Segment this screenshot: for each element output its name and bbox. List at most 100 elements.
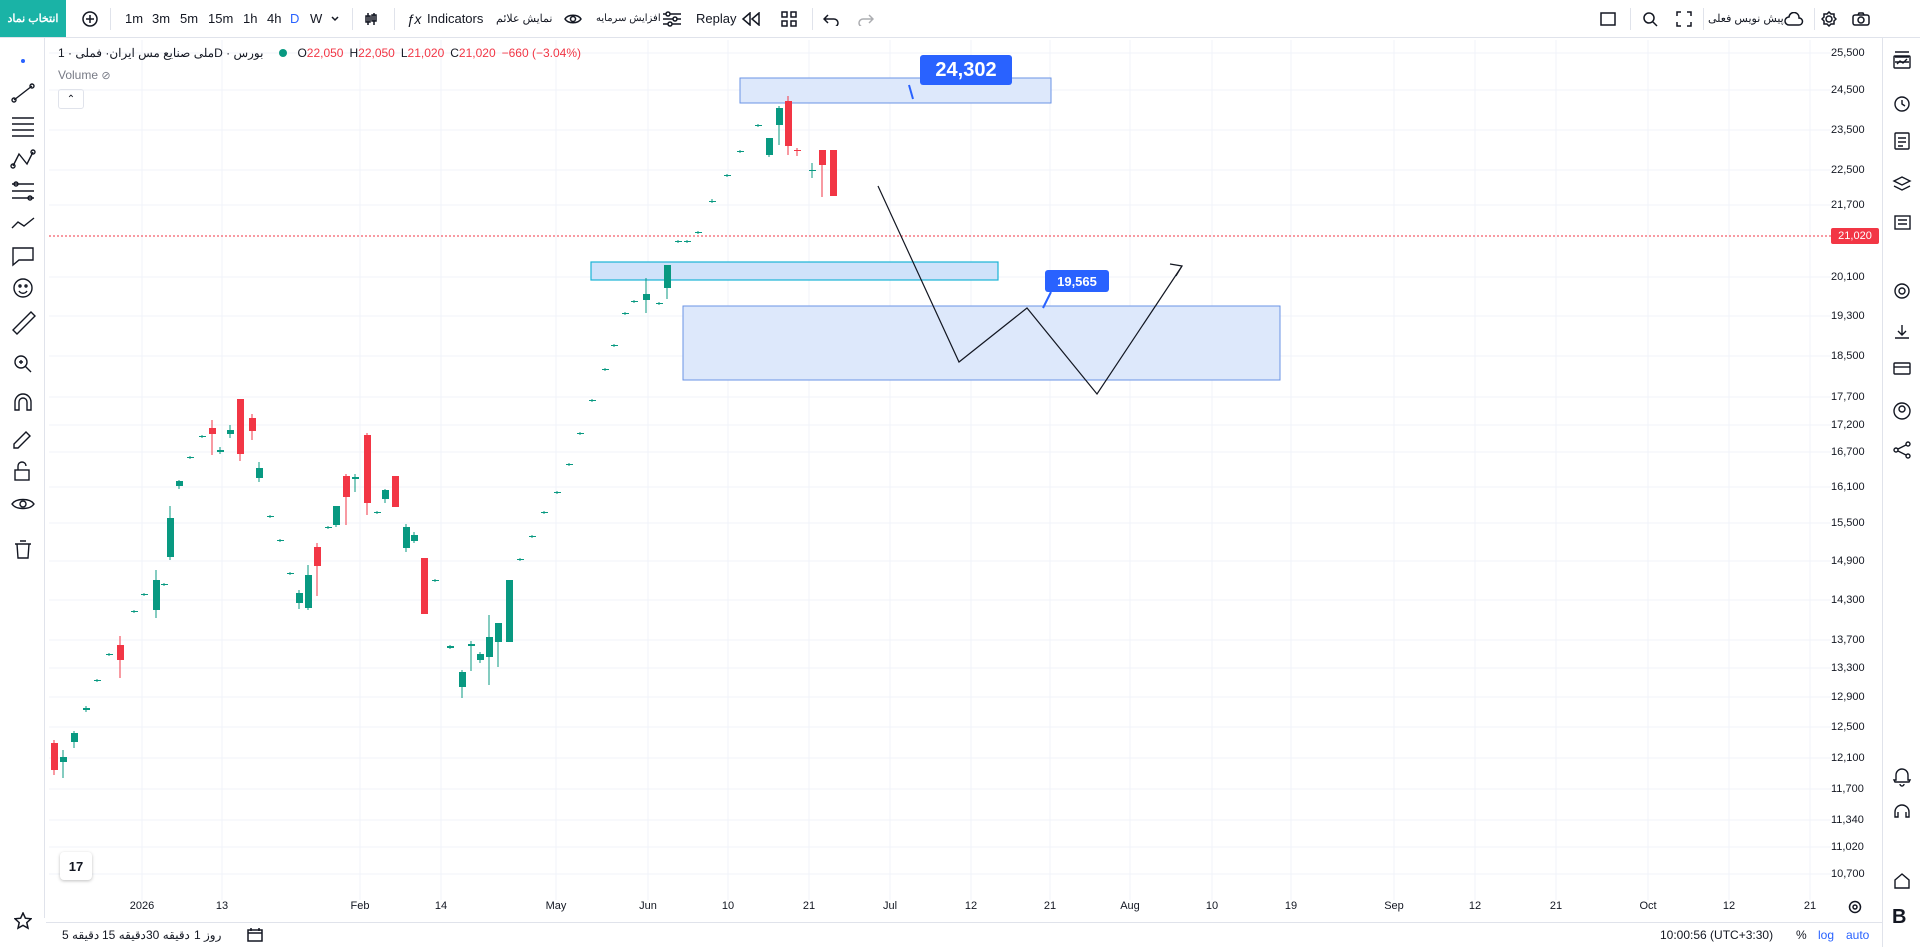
candle-body — [459, 672, 466, 687]
layers-icon[interactable] — [1892, 176, 1912, 191]
rectangle-icon[interactable] — [1598, 9, 1618, 29]
candle-body — [554, 492, 561, 493]
symbol-select-button[interactable]: انتخاب نماد — [0, 0, 66, 37]
redo-icon[interactable] — [855, 9, 877, 29]
calendar-goto-icon[interactable] — [244, 925, 266, 945]
volume-indicator[interactable]: Volume ⊘ — [58, 68, 111, 82]
fullscreen-icon[interactable] — [1674, 9, 1694, 29]
symbol-title[interactable]: ملی صنایع مس ایران· فملی · 1D · بورس — [58, 46, 264, 60]
camera-icon[interactable] — [1850, 9, 1872, 29]
candle-body — [199, 436, 206, 437]
share-icon[interactable] — [1893, 441, 1911, 459]
candle-body — [364, 435, 371, 503]
trash-icon[interactable] — [15, 540, 31, 559]
candle-body — [468, 644, 475, 646]
news-icon[interactable] — [1894, 215, 1911, 230]
capital-increase-button[interactable]: افزایش سرمایه — [596, 13, 661, 24]
candle-body — [325, 527, 332, 528]
auto-toggle[interactable]: auto — [1846, 928, 1870, 942]
notes-icon[interactable] — [1894, 132, 1910, 150]
zoom-in-icon[interactable] — [14, 355, 32, 373]
hamburger-menu-icon[interactable] — [1893, 37, 1911, 63]
gear-icon[interactable] — [1818, 9, 1840, 29]
timeframe-w[interactable]: W — [310, 11, 323, 26]
search-zoom-icon[interactable] — [1640, 9, 1660, 29]
time-tick: 12 — [964, 900, 978, 912]
price-tick: 12,900 — [1831, 691, 1865, 703]
alarm-clock-icon[interactable] — [1894, 96, 1910, 112]
hidden-eye-icon[interactable]: ⊘ — [101, 70, 111, 82]
price-chart[interactable] — [49, 40, 1882, 921]
sliders-icon[interactable] — [660, 7, 684, 31]
show-signals-button[interactable]: نمایش علائم — [496, 13, 553, 25]
indicators-button[interactable]: Indicators — [427, 11, 484, 26]
settings-gear-icon[interactable] — [1894, 283, 1910, 299]
candles-icon[interactable] — [360, 9, 382, 29]
axis-settings-icon[interactable] — [1846, 898, 1864, 916]
timeframe-5m[interactable]: 5m — [180, 11, 199, 26]
candle-body — [506, 580, 513, 642]
brush-icon[interactable] — [12, 247, 34, 267]
emoji-icon[interactable] — [13, 278, 33, 298]
candle-body — [622, 313, 629, 314]
replay-button[interactable]: Replay — [696, 11, 737, 26]
forecast-icon[interactable] — [11, 217, 35, 229]
eye-icon[interactable] — [562, 9, 584, 29]
collapse-legend-button[interactable]: ⌃ — [58, 89, 84, 109]
clock-time[interactable]: 10:00:56 (UTC+3:30) — [1660, 928, 1774, 942]
candle-body — [343, 476, 350, 497]
card-icon[interactable] — [1893, 362, 1911, 375]
bell-icon[interactable] — [1892, 768, 1912, 787]
home-icon[interactable] — [1894, 873, 1910, 889]
candle-body — [411, 535, 418, 541]
range-1d[interactable]: 1 روز — [194, 928, 222, 942]
range-30m[interactable]: 30 دقیقه — [146, 928, 190, 942]
lock-icon[interactable] — [14, 461, 30, 481]
callout-pointer-low — [1042, 291, 1052, 309]
cursor-dot-icon[interactable] — [21, 59, 25, 63]
candle-body — [227, 430, 234, 434]
timeframe-3m[interactable]: 3m — [152, 11, 171, 26]
current-draft-button[interactable]: پیش نویس فعلی — [1708, 13, 1784, 25]
brand-letter[interactable]: B — [1892, 906, 1907, 928]
range-15m[interactable]: 15 دقیقه — [102, 928, 146, 942]
low-label: L — [400, 46, 408, 60]
cloud-icon[interactable] — [1782, 9, 1806, 29]
time-tick: 21 — [1043, 900, 1057, 912]
star-favorites-icon[interactable] — [12, 910, 34, 932]
eye-visibility-icon[interactable] — [11, 498, 35, 510]
trend-line-icon[interactable] — [11, 83, 35, 103]
undo-icon[interactable] — [820, 9, 842, 29]
ruler-icon[interactable] — [12, 311, 36, 335]
log-toggle[interactable]: log — [1818, 928, 1835, 942]
target-low-callout[interactable]: 19,565 — [1045, 270, 1109, 292]
horizontal-lines-icon[interactable] — [12, 117, 34, 137]
rewind-icon[interactable] — [740, 9, 762, 29]
layout-grid-icon[interactable] — [778, 9, 800, 29]
candle-body — [117, 645, 124, 660]
candle-body — [141, 594, 148, 595]
pencil-lock-icon[interactable] — [13, 431, 31, 449]
fib-icon[interactable] — [12, 181, 34, 201]
headset-icon[interactable] — [1894, 804, 1910, 818]
range-5m[interactable]: 5 دقیقه — [62, 928, 100, 942]
tradingview-logo[interactable]: 17 — [60, 852, 92, 880]
time-tick: 2026 — [129, 900, 155, 912]
chevron-down-icon[interactable] — [328, 12, 342, 26]
timeframe-15m[interactable]: 15m — [208, 11, 234, 26]
magnet-icon[interactable] — [14, 393, 32, 411]
price-tick: 24,500 — [1831, 84, 1865, 96]
pattern-icon[interactable] — [10, 149, 36, 169]
percent-toggle[interactable]: % — [1796, 928, 1807, 942]
timeframe-4h[interactable]: 4h — [267, 11, 282, 26]
user-icon[interactable] — [1893, 402, 1911, 420]
timeframe-1h[interactable]: 1h — [243, 11, 258, 26]
target-high-callout[interactable]: 24,302 — [920, 55, 1012, 85]
download-icon[interactable] — [1895, 325, 1909, 339]
timeframe-d[interactable]: D — [290, 11, 300, 26]
fx-icon[interactable]: ƒx — [406, 11, 422, 27]
timeframe-1m[interactable]: 1m — [125, 11, 144, 26]
volume-label: Volume — [58, 68, 99, 82]
add-icon[interactable] — [80, 9, 100, 29]
candle-body — [432, 580, 439, 581]
